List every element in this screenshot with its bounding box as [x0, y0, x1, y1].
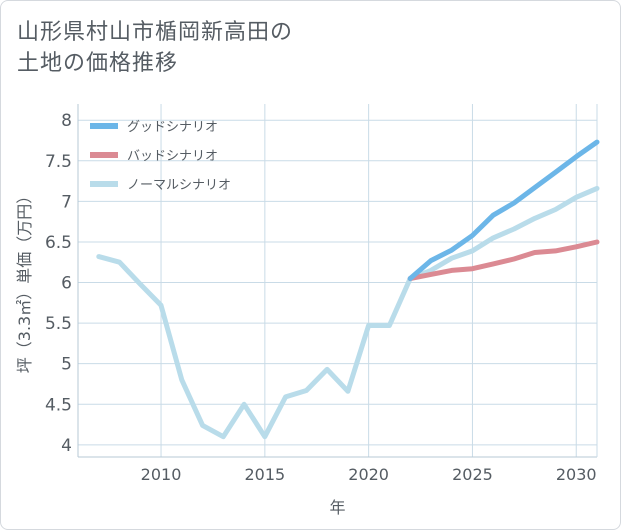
x-tick-label: 2030 — [556, 465, 597, 484]
y-tick-label: 7 — [61, 192, 72, 212]
y-axis-label: 坪（3.3㎡）単価（万円） — [15, 188, 34, 373]
y-tick-label: 6 — [61, 274, 72, 294]
x-tick-label: 2020 — [348, 465, 389, 484]
y-tick-label: 6.5 — [45, 233, 72, 253]
legend-label: グッドシナリオ — [127, 120, 218, 135]
y-tick-label: 5 — [61, 355, 72, 375]
y-tick-label: 4 — [61, 436, 72, 456]
chart-title-line-2: 土地の価格推移 — [17, 51, 179, 76]
plot-area — [78, 104, 597, 457]
chart-title-line-1: 山形県村山市楯岡新高田の — [17, 20, 294, 45]
legend-label: バッドシナリオ — [127, 149, 218, 164]
y-tick-label: 8 — [61, 111, 72, 131]
y-tick-label: 7.5 — [45, 152, 72, 172]
x-axis-label: 年 — [329, 498, 345, 517]
series-line — [407, 139, 600, 281]
x-tick-label: 2025 — [452, 465, 493, 484]
chart-title: 山形県村山市楯岡新高田の 土地の価格推移 — [17, 17, 293, 79]
legend-label: ノーマルシナリオ — [127, 178, 231, 193]
y-tick-label: 4.5 — [45, 395, 72, 415]
y-tick-label: 5.5 — [45, 314, 72, 334]
series-line — [407, 239, 600, 281]
x-tick-label: 2010 — [141, 465, 182, 484]
x-tick-label: 2015 — [244, 465, 285, 484]
series-line — [96, 185, 600, 440]
